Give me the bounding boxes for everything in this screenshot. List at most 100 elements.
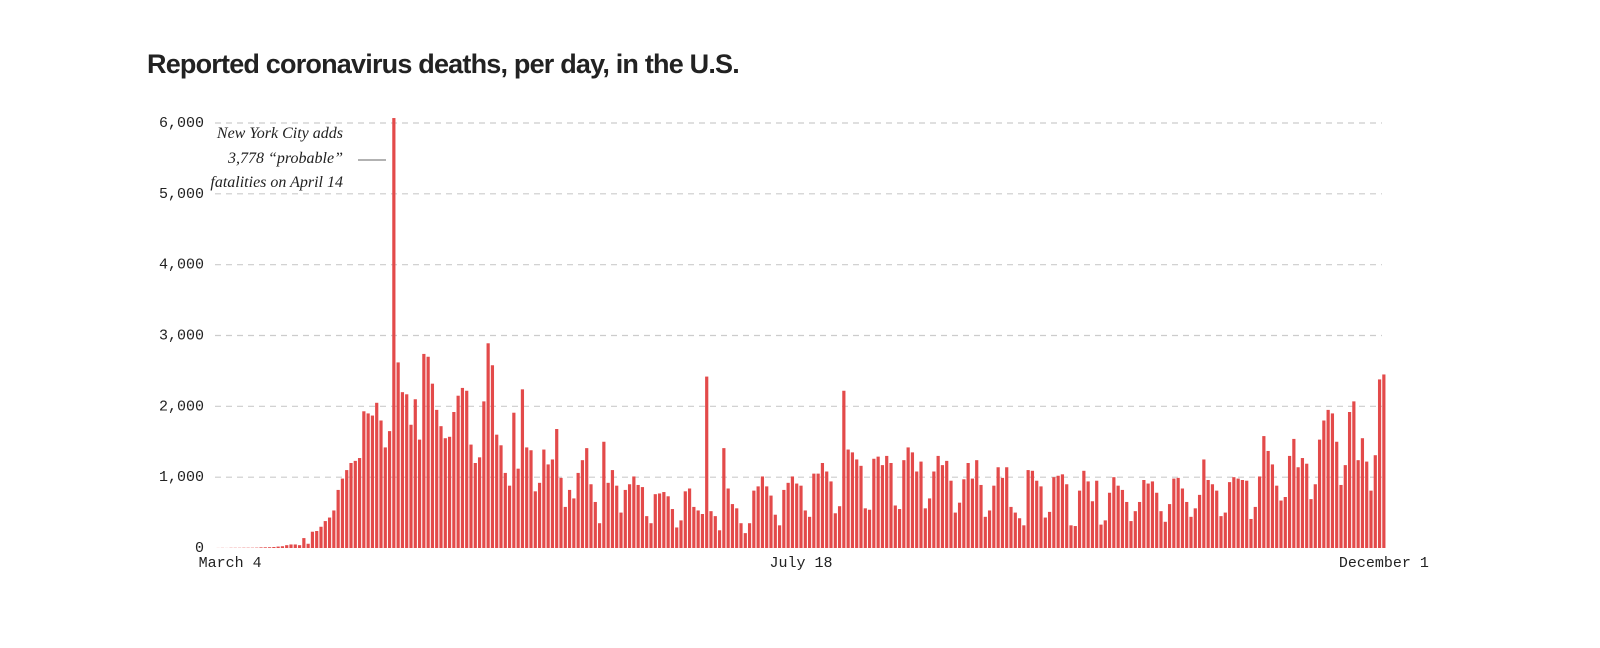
bar <box>417 439 422 548</box>
bar <box>1159 511 1163 548</box>
bar <box>533 491 537 548</box>
bar <box>1360 438 1365 548</box>
bar <box>1035 480 1039 548</box>
bar <box>975 460 979 548</box>
bar <box>473 463 477 548</box>
bar <box>589 484 593 548</box>
bar <box>966 463 970 548</box>
bar <box>512 412 516 548</box>
bar <box>1240 480 1245 548</box>
bar <box>383 447 387 548</box>
bar <box>979 484 983 548</box>
bar <box>1330 413 1335 548</box>
bar <box>516 468 520 548</box>
bar <box>812 473 816 548</box>
bar <box>765 486 769 548</box>
x-tick-label: July 18 <box>769 555 832 572</box>
bar <box>820 463 825 548</box>
bar <box>1172 478 1176 548</box>
bar <box>1326 409 1330 548</box>
bar <box>1189 516 1193 548</box>
bar <box>456 395 460 548</box>
bar <box>1223 512 1227 548</box>
bar <box>906 447 910 548</box>
bar <box>1236 478 1240 548</box>
y-tick-label: 6,000 <box>159 115 204 132</box>
bar <box>379 420 383 548</box>
bar <box>597 523 602 548</box>
bar <box>1313 484 1317 548</box>
bar <box>1030 470 1035 548</box>
bar <box>662 492 666 548</box>
bar <box>623 489 627 548</box>
bar <box>1107 492 1112 548</box>
bar <box>649 523 653 548</box>
bar <box>550 459 555 548</box>
bar <box>803 510 807 548</box>
bar <box>700 514 705 548</box>
bar <box>375 402 379 548</box>
bar <box>1009 506 1013 548</box>
bar <box>786 482 790 548</box>
bar <box>482 401 486 548</box>
bar <box>585 448 589 548</box>
bar <box>1086 481 1090 548</box>
bar <box>927 498 932 548</box>
bar <box>1296 467 1300 548</box>
bar <box>1180 488 1185 548</box>
bar <box>1283 497 1287 548</box>
bar <box>465 390 469 548</box>
bar <box>940 465 945 548</box>
bar <box>696 510 700 548</box>
bar <box>615 485 619 548</box>
bar <box>602 441 606 548</box>
bar <box>1219 516 1223 548</box>
bar <box>1005 467 1009 548</box>
bar <box>272 547 276 548</box>
bar <box>1270 464 1275 548</box>
bar <box>310 531 315 548</box>
bar <box>1227 482 1232 548</box>
bar <box>426 356 430 548</box>
bar <box>923 508 927 548</box>
bar <box>525 447 529 548</box>
bar <box>267 547 272 548</box>
bar <box>559 477 563 548</box>
bar <box>1382 374 1386 548</box>
bar <box>893 505 897 548</box>
bar <box>593 501 597 548</box>
bar <box>717 530 722 548</box>
bar <box>1356 460 1360 548</box>
bar <box>362 411 366 548</box>
bar <box>563 506 567 548</box>
bar <box>735 508 739 548</box>
bar <box>1343 465 1347 548</box>
bar <box>675 527 679 548</box>
bar <box>709 511 713 548</box>
bar <box>855 459 859 548</box>
y-tick-label: 4,000 <box>159 257 204 274</box>
bar <box>636 484 640 548</box>
bar <box>435 409 439 548</box>
bar <box>1305 463 1309 548</box>
bar <box>1073 526 1077 548</box>
bar <box>949 480 953 548</box>
bar <box>1365 461 1369 548</box>
bar <box>666 496 670 548</box>
bar <box>400 392 405 548</box>
bar <box>1317 439 1322 548</box>
bar <box>572 498 576 548</box>
bar <box>490 365 495 548</box>
bar <box>867 509 872 548</box>
bar <box>1017 518 1022 548</box>
bar <box>936 455 940 548</box>
bar <box>1129 521 1133 548</box>
bar <box>507 485 512 548</box>
bar <box>752 490 756 548</box>
bar <box>692 506 696 548</box>
bar <box>1266 450 1270 548</box>
bar <box>850 452 855 548</box>
bar <box>679 520 683 548</box>
bar <box>1137 501 1142 548</box>
